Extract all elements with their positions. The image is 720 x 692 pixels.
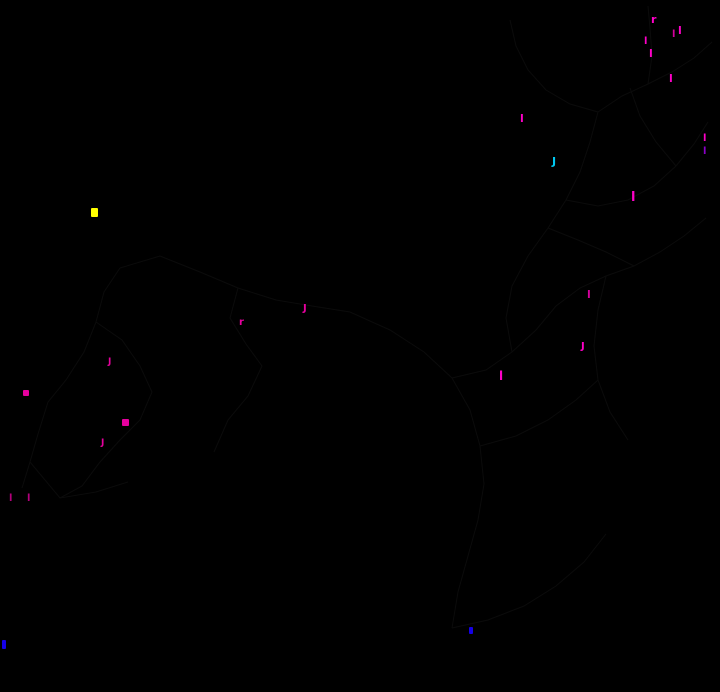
magenta-dot-b[interactable]	[122, 419, 129, 426]
map-label[interactable]: l	[649, 47, 653, 60]
map-label[interactable]: J	[101, 438, 105, 448]
map-label[interactable]: l	[678, 24, 682, 37]
map-label[interactable]: J	[552, 155, 557, 168]
blue-dot-a[interactable]	[469, 627, 473, 634]
magenta-dot-a[interactable]	[23, 390, 29, 396]
map-label[interactable]: l	[703, 133, 707, 144]
map-label[interactable]: l	[9, 493, 13, 504]
map-label[interactable]: r	[651, 13, 657, 26]
map-label[interactable]: l	[672, 29, 676, 40]
map-label[interactable]: J	[581, 341, 585, 352]
map-label[interactable]: J	[303, 303, 307, 314]
map-label[interactable]: l	[27, 493, 31, 504]
yellow-block[interactable]	[91, 208, 98, 217]
map-label[interactable]: r	[239, 317, 244, 328]
map-label[interactable]: l	[587, 288, 591, 301]
map-label[interactable]: l	[499, 369, 504, 383]
blue-dot-b[interactable]	[2, 640, 6, 649]
map-label[interactable]: l	[703, 146, 707, 157]
map-label[interactable]: l	[631, 190, 636, 205]
map-label[interactable]: l	[520, 112, 524, 125]
map-label[interactable]: l	[669, 72, 673, 85]
map-label[interactable]: J	[108, 357, 112, 367]
map-label[interactable]: l	[644, 36, 648, 47]
